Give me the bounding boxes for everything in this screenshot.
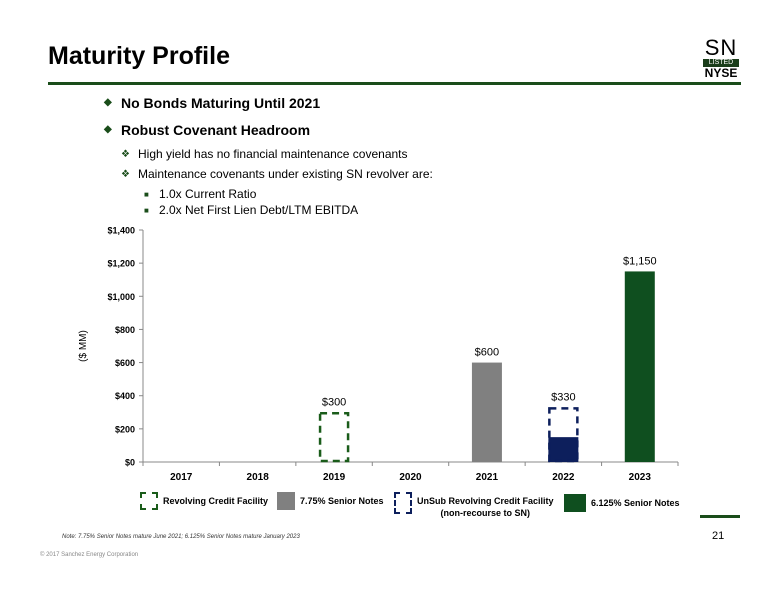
square-bullet-icon: ■ <box>144 189 149 199</box>
x-tick-label: 2021 <box>476 472 499 483</box>
x-tick-label: 2023 <box>629 472 652 483</box>
diamond-icon: ◆ <box>104 124 112 135</box>
sub-sub-bullet-item: ■ 2.0x Net First Lien Debt/LTM EBITDA <box>144 202 433 218</box>
page-number: 21 <box>712 530 725 542</box>
logo-nyse: NYSE <box>704 66 738 80</box>
sub-sub-bullet-text: 1.0x Current Ratio <box>159 187 257 201</box>
bar-outline <box>548 407 579 463</box>
bullet-list: ◆ No Bonds Maturing Until 2021 ◆ Robust Co… <box>104 92 433 218</box>
logo-listed: LISTED <box>703 59 739 67</box>
square-bullet-icon: ■ <box>144 205 149 215</box>
legend-label-secondary: (non-recourse to SN) <box>440 508 531 518</box>
y-tick-label: $1,400 <box>107 226 135 236</box>
legend-label: UnSub Revolving Credit Facility <box>417 496 554 506</box>
x-tick-label: 2017 <box>170 472 193 483</box>
page-number-bar <box>700 515 740 518</box>
legend-label: 6.125% Senior Notes <box>591 498 680 508</box>
legend-label: 7.75% Senior Notes <box>300 496 384 506</box>
diamond-icon: ◆ <box>104 97 112 108</box>
page-title: Maturity Profile <box>48 42 230 70</box>
bar <box>471 362 502 462</box>
x-tick-label: 2022 <box>552 472 575 483</box>
legend-item-6125-notes: 6.125% Senior Notes <box>564 494 680 512</box>
bar <box>624 271 655 462</box>
y-tick-label: $1,000 <box>107 292 135 302</box>
four-diamond-icon: ❖ <box>121 168 130 180</box>
legend-item-775-notes: 7.75% Senior Notes <box>277 492 384 510</box>
bar-outline <box>318 412 350 463</box>
bullet-item: ◆ No Bonds Maturing Until 2021 <box>104 92 433 113</box>
legend-label: Revolving Credit Facility <box>163 496 269 506</box>
chart-legend: Revolving Credit Facility 7.75% Senior N… <box>0 490 776 530</box>
data-label: $300 <box>322 396 346 408</box>
sub-bullet-text: Maintenance covenants under existing SN … <box>138 167 433 181</box>
legend-swatch <box>277 492 295 510</box>
legend-swatch <box>394 492 412 514</box>
legend-item-unsub-revolving: UnSub Revolving Credit Facility (non-rec… <box>394 492 554 519</box>
data-label: $600 <box>475 347 499 359</box>
y-tick-label: $400 <box>115 391 135 401</box>
x-tick-label: 2020 <box>399 472 422 483</box>
sub-sub-bullet-text: 2.0x Net First Lien Debt/LTM EBITDA <box>159 203 359 217</box>
sub-bullet-text: High yield has no financial maintenance … <box>138 147 408 161</box>
bullet-text: No Bonds Maturing Until 2021 <box>121 94 321 111</box>
sub-sub-bullet-item: ■ 1.0x Current Ratio <box>144 186 433 202</box>
y-tick-label: $600 <box>115 358 135 368</box>
nyse-logo: SN LISTED NYSE <box>700 35 742 80</box>
footnote: Note: 7.75% Senior Notes mature June 202… <box>62 534 300 540</box>
y-tick-label: $800 <box>115 325 135 335</box>
data-label: $1,150 <box>623 255 657 267</box>
sub-bullet-item: ❖ Maintenance covenants under existing SN… <box>121 166 433 182</box>
bullet-text: Robust Covenant Headroom <box>121 121 311 138</box>
y-axis-label: ($ MM) <box>78 330 89 362</box>
legend-swatch <box>564 494 586 512</box>
four-diamond-icon: ❖ <box>121 148 130 160</box>
legend-swatch <box>140 492 158 510</box>
x-tick-label: 2018 <box>247 472 270 483</box>
legend-item-revolving: Revolving Credit Facility <box>140 492 268 510</box>
x-tick-label: 2019 <box>323 472 346 483</box>
copyright: © 2017 Sanchez Energy Corporation <box>40 552 139 558</box>
y-tick-label: $200 <box>115 424 135 434</box>
data-label: $330 <box>551 391 575 403</box>
sub-bullet-item: ❖ High yield has no financial maintenance… <box>121 146 433 162</box>
title-rule <box>48 82 741 85</box>
y-tick-label: $1,200 <box>107 259 135 269</box>
y-tick-label: $0 <box>125 458 135 468</box>
logo-sn: SN <box>704 35 738 60</box>
bar-drawn-portion <box>548 437 579 462</box>
bullet-item: ◆ Robust Covenant Headroom <box>104 119 433 140</box>
